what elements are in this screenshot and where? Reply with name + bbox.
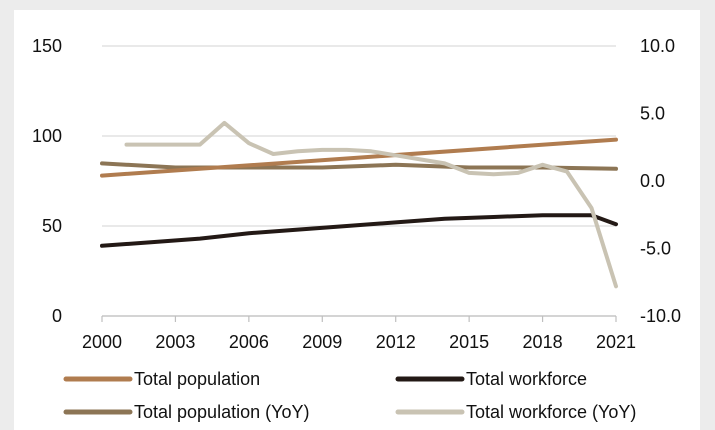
x-tick-label: 2018 (523, 332, 563, 352)
legend-label: Total population (YoY) (134, 402, 309, 422)
x-tick-label: 2003 (155, 332, 195, 352)
right-tick-label: 0.0 (640, 171, 665, 191)
legend-label: Total workforce (466, 369, 587, 389)
series-line-total-population (100, 137, 618, 178)
left-tick-label: 0 (52, 306, 62, 326)
legend-label: Total population (134, 369, 260, 389)
chart-card: 150 100 50 0 10.0 5.0 0.0 -5.0 -10.0 2000 2003 20… (14, 10, 700, 430)
x-tick-label: 2000 (82, 332, 122, 352)
gridlines (102, 45, 616, 317)
x-axis: 2000 2003 2006 2009 2012 2015 2018 2021 (82, 315, 636, 352)
right-tick-label: -5.0 (640, 239, 671, 259)
right-y-axis: 10.0 5.0 0.0 -5.0 -10.0 (640, 36, 681, 326)
x-tick-label: 2006 (229, 332, 269, 352)
legend: Total population Total workforce Total pop… (63, 369, 636, 422)
right-tick-label: 10.0 (640, 36, 675, 56)
left-y-axis: 150 100 50 0 (32, 36, 62, 326)
legend-label: Total workforce (YoY) (466, 402, 636, 422)
x-tick-label: 2015 (449, 332, 489, 352)
series-line-total-workforce (100, 213, 618, 248)
left-tick-label: 50 (42, 216, 62, 236)
left-tick-label: 100 (32, 126, 62, 146)
x-tick-label: 2009 (302, 332, 342, 352)
series-line-total-workforce-yoy (124, 120, 618, 289)
x-tick-label: 2021 (596, 332, 636, 352)
x-tick-label: 2012 (376, 332, 416, 352)
left-tick-label: 150 (32, 36, 62, 56)
series-lines (100, 120, 618, 289)
right-tick-label: 5.0 (640, 104, 665, 124)
right-tick-label: -10.0 (640, 306, 681, 326)
